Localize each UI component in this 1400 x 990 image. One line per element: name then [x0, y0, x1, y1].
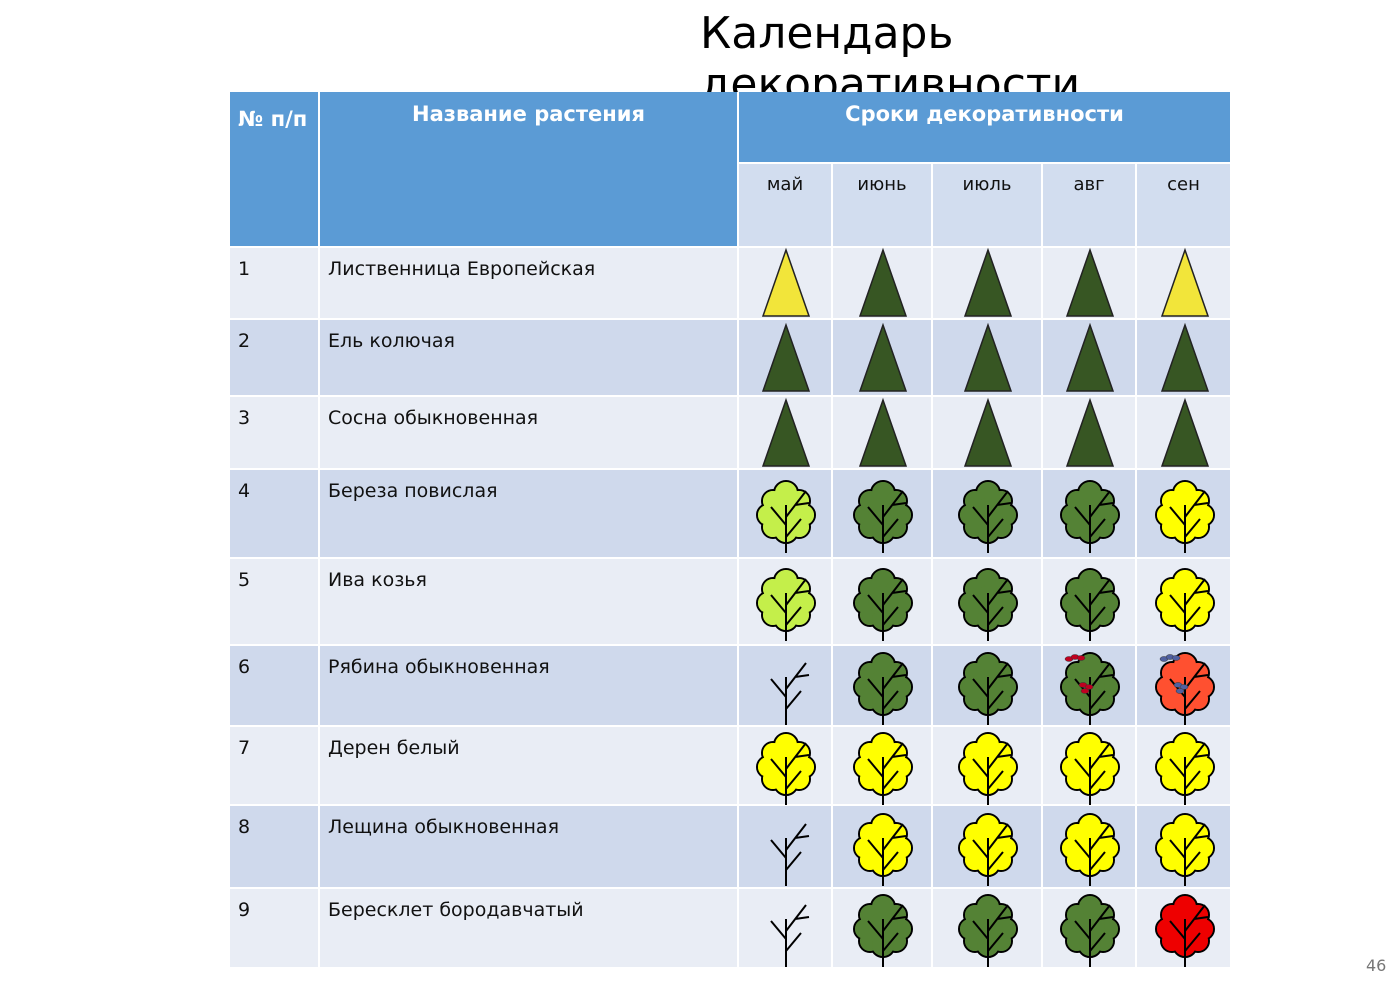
plant-name: Дерен белый — [320, 727, 739, 806]
plant-icon — [1060, 567, 1120, 641]
row-number: 5 — [230, 559, 320, 646]
plant-icon — [1160, 397, 1209, 467]
month-header: авг — [1043, 164, 1137, 248]
plant-icon — [1060, 651, 1120, 725]
plant-icon — [858, 247, 908, 317]
plant-icon — [958, 651, 1018, 725]
row-number: 9 — [230, 889, 320, 969]
plant-icon — [1060, 731, 1120, 805]
plant-icon — [853, 651, 913, 725]
plant-icon — [853, 731, 913, 805]
page-number: 46 — [1366, 956, 1387, 975]
plant-icon — [1060, 812, 1120, 886]
row-number: 4 — [230, 470, 320, 559]
plant-icon — [1060, 894, 1120, 967]
plant-icon — [1154, 567, 1215, 641]
month-header: июль — [933, 164, 1043, 248]
row-number: 1 — [230, 248, 320, 320]
month-header: июнь — [833, 164, 933, 248]
plant-icon — [858, 322, 908, 392]
plant-name: Береза повислая — [320, 470, 739, 559]
plant-icon — [958, 731, 1018, 805]
plant-name: Лещина обыкновенная — [320, 806, 739, 889]
plant-icon — [963, 247, 1013, 317]
row-number: 8 — [230, 806, 320, 889]
plant-name: Ива козья — [320, 559, 739, 646]
plant-icon — [770, 822, 810, 886]
row-number: 2 — [230, 320, 320, 397]
plant-icon — [1060, 479, 1120, 553]
plant-icon — [1065, 322, 1115, 392]
plant-icon — [963, 397, 1013, 467]
plant-name: Сосна обыкновенная — [320, 397, 739, 470]
header-period: Сроки декоративности — [739, 92, 1232, 164]
row-number: 7 — [230, 727, 320, 806]
plant-icon — [853, 567, 913, 641]
plant-icon — [761, 322, 811, 392]
plant-icon — [1160, 322, 1209, 392]
plant-icon — [756, 731, 816, 805]
header-name: Название растения — [320, 92, 739, 248]
plant-icon — [756, 567, 816, 641]
plant-icon — [770, 661, 810, 725]
plant-icon — [963, 322, 1013, 392]
month-header: май — [739, 164, 833, 248]
plant-icon — [853, 479, 913, 553]
plant-name: Лиственница Европейская — [320, 248, 739, 320]
plant-icon — [1154, 731, 1215, 805]
row-number: 3 — [230, 397, 320, 470]
header-number: № п/п — [230, 92, 320, 248]
plant-name: Бересклет бородавчатый — [320, 889, 739, 969]
plant-icon — [1154, 894, 1215, 967]
plant-icon — [958, 479, 1018, 553]
plant-icon — [761, 247, 811, 317]
plant-icon — [853, 894, 913, 967]
plant-icon — [958, 567, 1018, 641]
plant-icon — [853, 812, 913, 886]
plant-icon — [858, 397, 908, 467]
month-header: сен — [1137, 164, 1232, 248]
plant-icon — [1065, 397, 1115, 467]
row-number: 6 — [230, 646, 320, 727]
plant-icon — [1154, 812, 1215, 886]
plant-name: Ель колючая — [320, 320, 739, 397]
plant-icon — [761, 397, 811, 467]
plant-name: Рябина обыкновенная — [320, 646, 739, 727]
plant-icon — [958, 894, 1018, 967]
plant-icon — [1154, 651, 1215, 725]
plant-icon — [1160, 247, 1209, 317]
plant-icon — [1065, 247, 1115, 317]
plant-icon — [958, 812, 1018, 886]
plant-icon — [770, 904, 810, 967]
plant-icon — [756, 479, 816, 553]
plant-icon — [1154, 479, 1215, 553]
